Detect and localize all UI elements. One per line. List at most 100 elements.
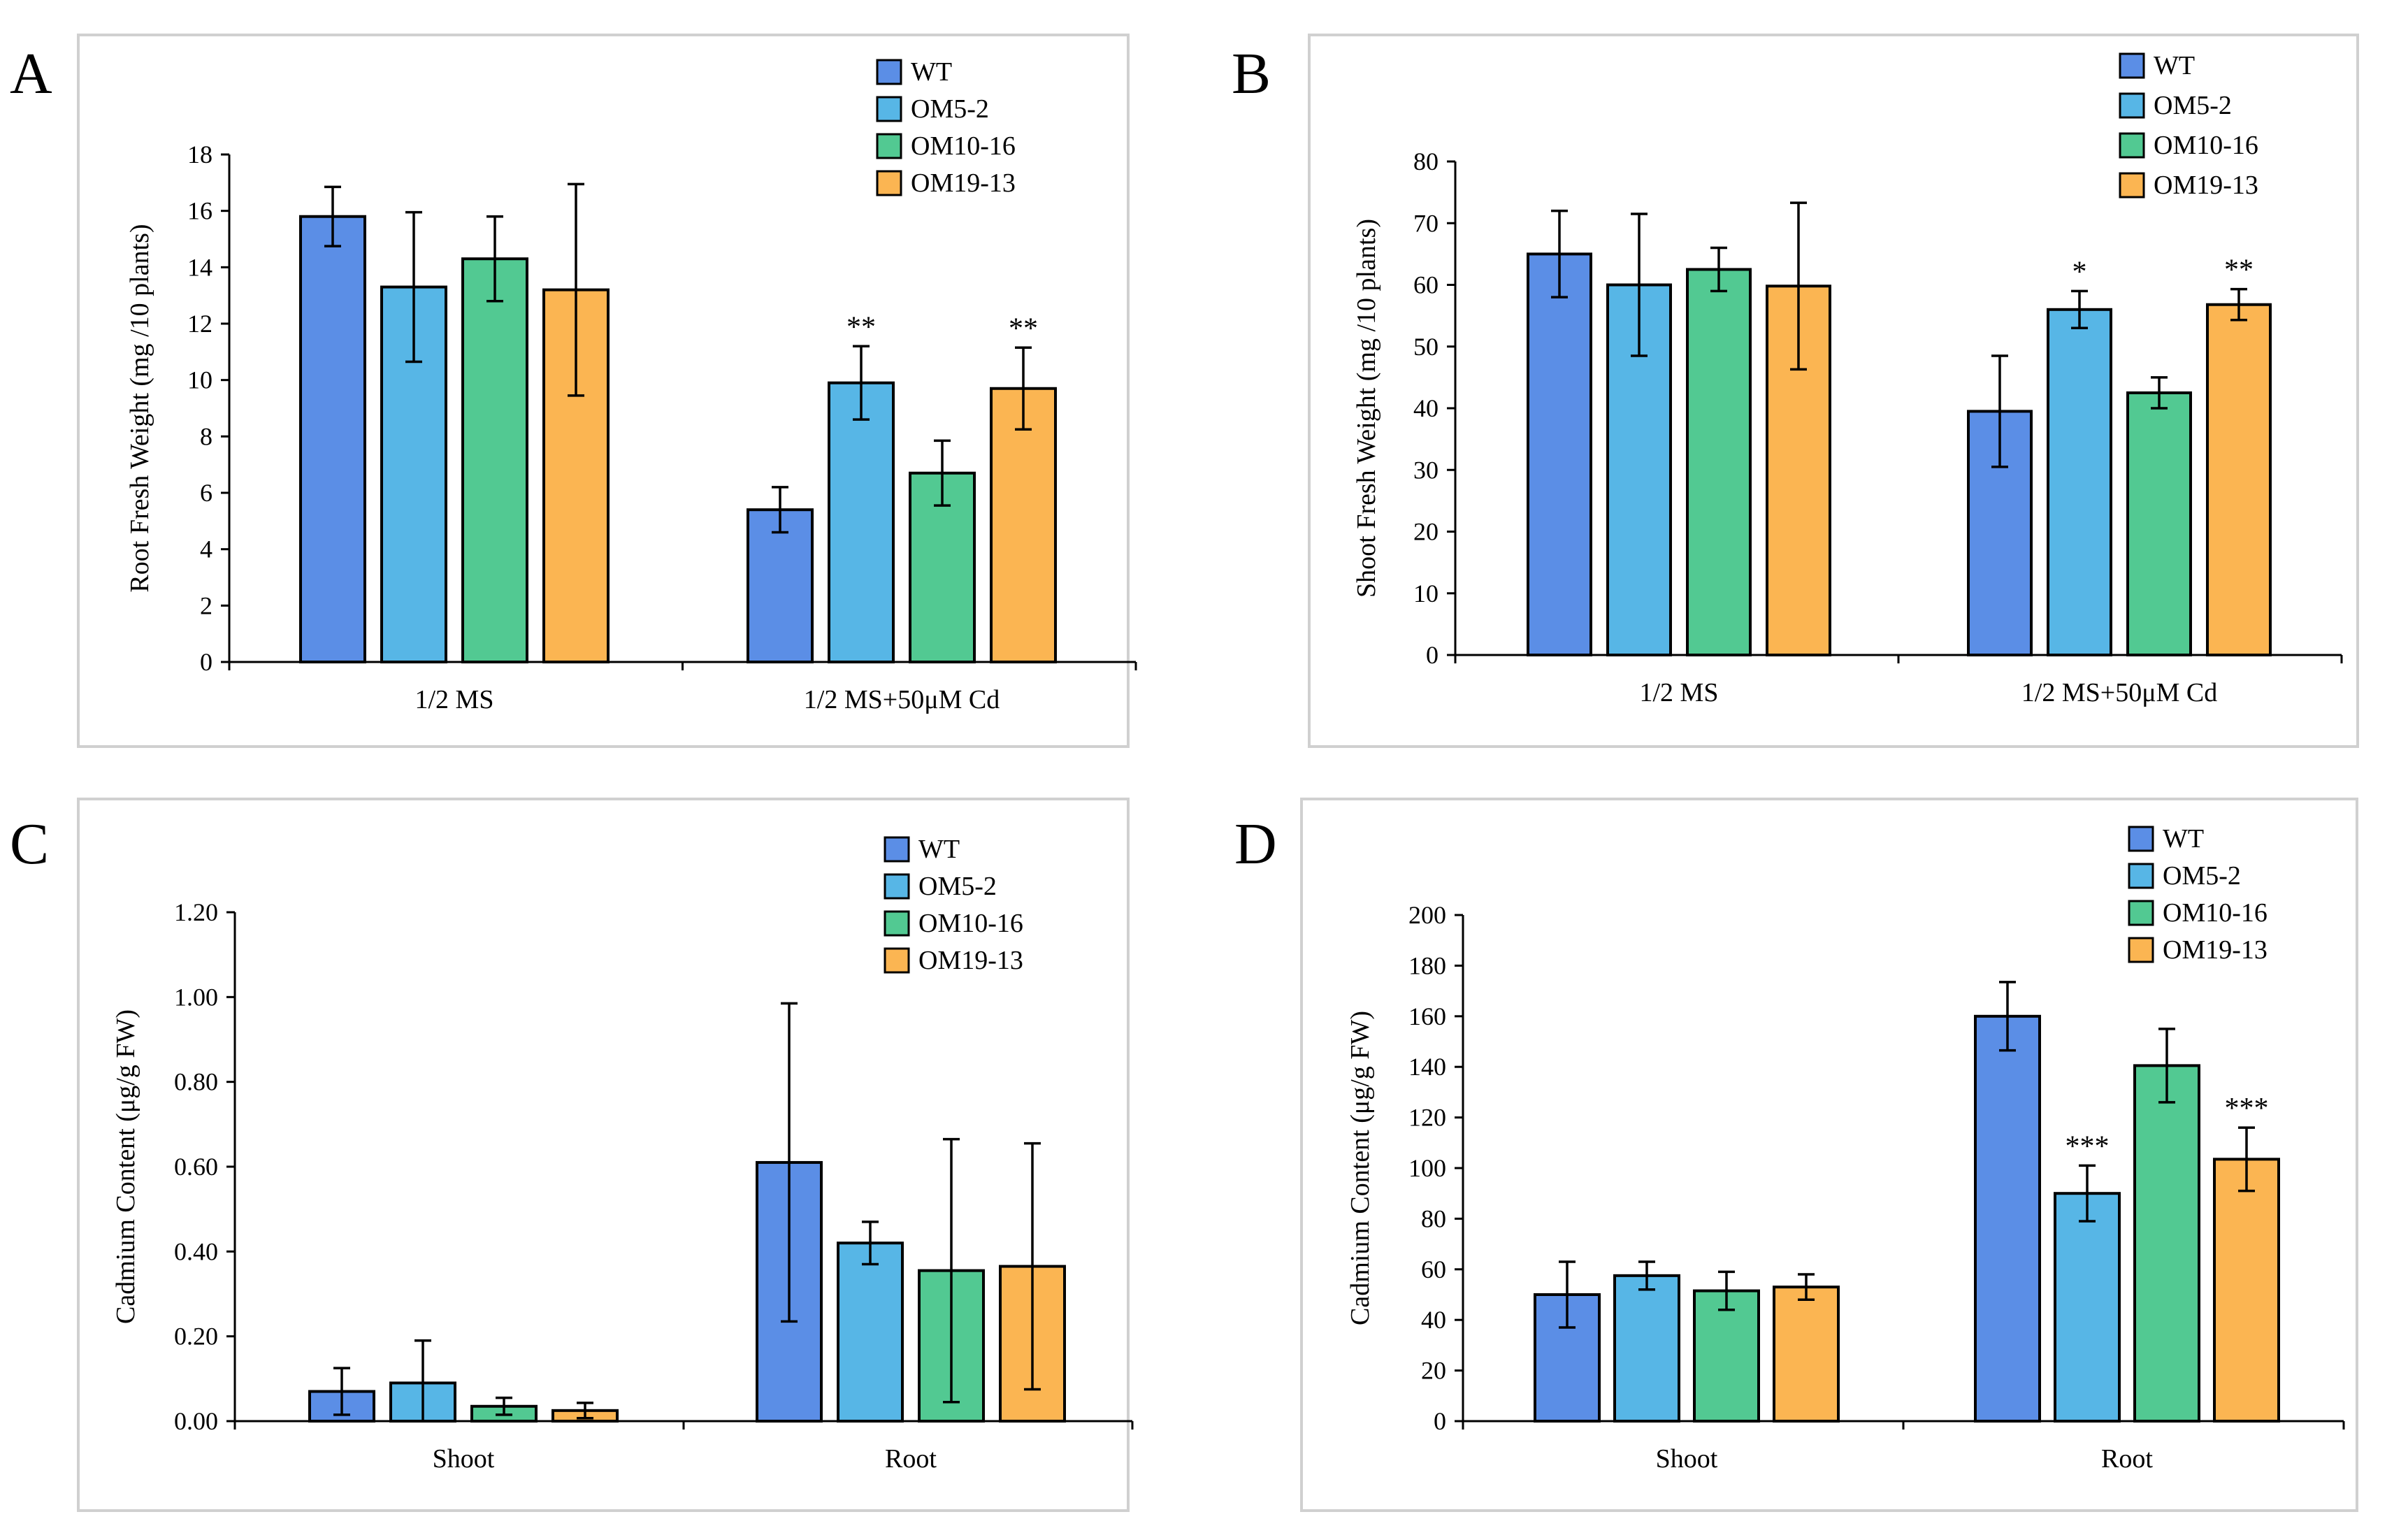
panel-a-category-label: 1/2 MS+50μM Cd: [804, 685, 1000, 714]
panel-b-y-tick-label: 70: [1413, 209, 1439, 237]
panel-d-y-tick-label: 80: [1421, 1204, 1446, 1232]
panel-a-y-tick-label: 16: [187, 197, 212, 225]
panel-b-legend-swatch: [2119, 92, 2145, 119]
panel-d-bar: [1974, 1014, 2041, 1423]
panel-b-legend-label: OM5-2: [2154, 91, 2232, 120]
panel-c: C 0.00 0.20 0.40 0.60 0.80 1.00 1.20 Shoot Root Ca…: [10, 798, 1134, 1512]
panel-b-letter: B: [1232, 41, 1271, 106]
panel-d-legend-swatch: [2128, 826, 2154, 852]
panel-c-letter: C: [10, 812, 49, 877]
panel-b-bar: [2047, 308, 2112, 656]
panel-c-legend: WT OM5-2 OM10-16 OM19-13: [884, 835, 1023, 975]
panel-c-y-tick-label: 1.00: [174, 983, 218, 1011]
panel-d-category-label: Shoot: [1656, 1444, 1718, 1474]
panel-b-frame: [1308, 34, 2359, 748]
panel-b-legend-label: WT: [2154, 51, 2195, 80]
panel-c-y-tick-label: 0.40: [174, 1237, 218, 1265]
panel-c-y-tick-label: 0.00: [174, 1407, 218, 1435]
panel-b-y-axis-label: Shoot Fresh Weight (mg /10 plants): [1352, 219, 1381, 598]
panel-d-y-tick-label: 160: [1408, 1002, 1446, 1030]
panel-a-legend-label: OM19-13: [911, 168, 1016, 198]
panel-c-legend-swatch: [884, 873, 910, 900]
panel-b-y-tick-label: 40: [1413, 394, 1439, 422]
panel-a-frame: [77, 34, 1130, 748]
panel-d-y-tick-label: 20: [1421, 1357, 1446, 1385]
panel-a-significance-mark: **: [1009, 312, 1038, 345]
panel-c-category-label: Shoot: [433, 1444, 495, 1474]
panel-d-significance-mark: ***: [2065, 1130, 2110, 1162]
panel-d-y-tick-label: 0: [1434, 1407, 1446, 1435]
panel-d-legend-label: OM5-2: [2163, 861, 2241, 891]
panel-d-y-axis-label: Cadmium Content (μg/g FW): [1346, 1011, 1375, 1325]
panel-a-legend-swatch: [876, 133, 902, 159]
panel-c-y-tick-label: 0.20: [174, 1323, 218, 1351]
panel-a-legend-label: OM5-2: [911, 94, 989, 124]
panel-b-legend: WT OM5-2 OM10-16 OM19-13: [2119, 51, 2258, 200]
panel-d-bar: [2213, 1158, 2280, 1423]
panel-b-bar: [2126, 391, 2192, 656]
panel-b-bar: [1527, 252, 1592, 656]
panel-a-legend-swatch: [876, 59, 902, 85]
panel-d-frame: [1300, 798, 2358, 1512]
panel-a-y-tick-label: 18: [187, 141, 212, 168]
panel-c-legend-label: WT: [918, 835, 960, 864]
panel-c-y-tick-label: 0.60: [174, 1153, 218, 1181]
panel-d-y-tick-label: 100: [1408, 1154, 1446, 1182]
panel-c-y-tick-label: 1.20: [174, 898, 218, 926]
panel-d-category-label: Root: [2101, 1444, 2153, 1474]
panel-a-y-tick-label: 4: [200, 535, 212, 563]
panel-a-y-tick-label: 2: [200, 591, 212, 619]
panel-a-y-tick-label: 12: [187, 310, 212, 338]
panel-c-frame: [77, 798, 1130, 1512]
panel-b-y-tick-label: 20: [1413, 518, 1439, 546]
panel-b-y-tick-label: 10: [1413, 579, 1439, 607]
panel-d: D 0 20 40 60 80 100 120 140 160 180 200 Shoot Root Cad…: [1234, 798, 2358, 1512]
panel-c-legend-swatch: [884, 836, 910, 863]
panel-d-y-tick-label: 120: [1408, 1104, 1446, 1132]
panel-d-y-tick-label: 180: [1408, 951, 1446, 979]
panel-c-y-tick-label: 0.80: [174, 1068, 218, 1096]
panel-b-significance-mark: **: [2224, 254, 2254, 287]
panel-a-y-tick-label: 6: [200, 479, 212, 507]
panel-b-legend-label: OM10-16: [2154, 131, 2258, 160]
panel-d-legend-label: OM19-13: [2163, 935, 2268, 965]
panel-d-y-tick-label: 60: [1421, 1255, 1446, 1283]
panel-b-category-label: 1/2 MS+50μM Cd: [2021, 678, 2217, 707]
panel-d-legend-label: WT: [2163, 824, 2204, 854]
panel-b-legend-swatch: [2119, 52, 2145, 79]
panel-a-y-axis-label: Root Fresh Weight (mg /10 plants): [125, 224, 154, 592]
panel-b-y-tick-label: 0: [1426, 641, 1439, 669]
panel-a-letter: A: [10, 41, 52, 106]
panel-c-legend-swatch: [884, 947, 910, 974]
panel-c-legend-swatch: [884, 910, 910, 937]
panel-d-y-tick-label: 140: [1408, 1053, 1446, 1081]
panel-a-significance-mark: **: [846, 311, 876, 343]
panel-b-y-tick-label: 60: [1413, 271, 1439, 299]
panel-d-bar: [1773, 1286, 1840, 1423]
panel-a-legend-swatch: [876, 170, 902, 196]
panel-d-letter: D: [1234, 812, 1277, 877]
panel-a-legend-swatch: [876, 96, 902, 122]
panel-d-bar: [2133, 1064, 2200, 1423]
panel-a-y-tick-label: 10: [187, 366, 212, 394]
panel-a-bar: [299, 215, 366, 663]
panel-b-legend-swatch: [2119, 172, 2145, 199]
panel-b-legend-label: OM19-13: [2154, 171, 2258, 200]
panel-a-legend-label: OM10-16: [911, 131, 1016, 161]
panel-d-legend-swatch: [2128, 863, 2154, 889]
panel-a-y-tick-label: 8: [200, 422, 212, 450]
panel-a-bar: [828, 381, 895, 663]
panel-b-bar: [1686, 268, 1752, 656]
panel-b: B 0 10 20 30 40 50 60 70 80 1/2 MS 1/2 MS+50μM Cd Sh…: [1232, 34, 2359, 748]
panel-c-legend-label: OM10-16: [918, 909, 1023, 938]
panel-a-category-label: 1/2 MS: [415, 685, 494, 714]
panel-b-legend-swatch: [2119, 132, 2145, 159]
panel-a-legend: WT OM5-2 OM10-16 OM19-13: [876, 57, 1016, 198]
panel-b-category-label: 1/2 MS: [1640, 678, 1719, 707]
panel-c-bar: [837, 1241, 904, 1423]
panel-a-bar: [990, 387, 1057, 663]
panel-d-significance-mark: ***: [2225, 1093, 2269, 1125]
panel-b-significance-mark: *: [2072, 256, 2087, 288]
panel-a-y-tick-label: 0: [200, 648, 212, 676]
